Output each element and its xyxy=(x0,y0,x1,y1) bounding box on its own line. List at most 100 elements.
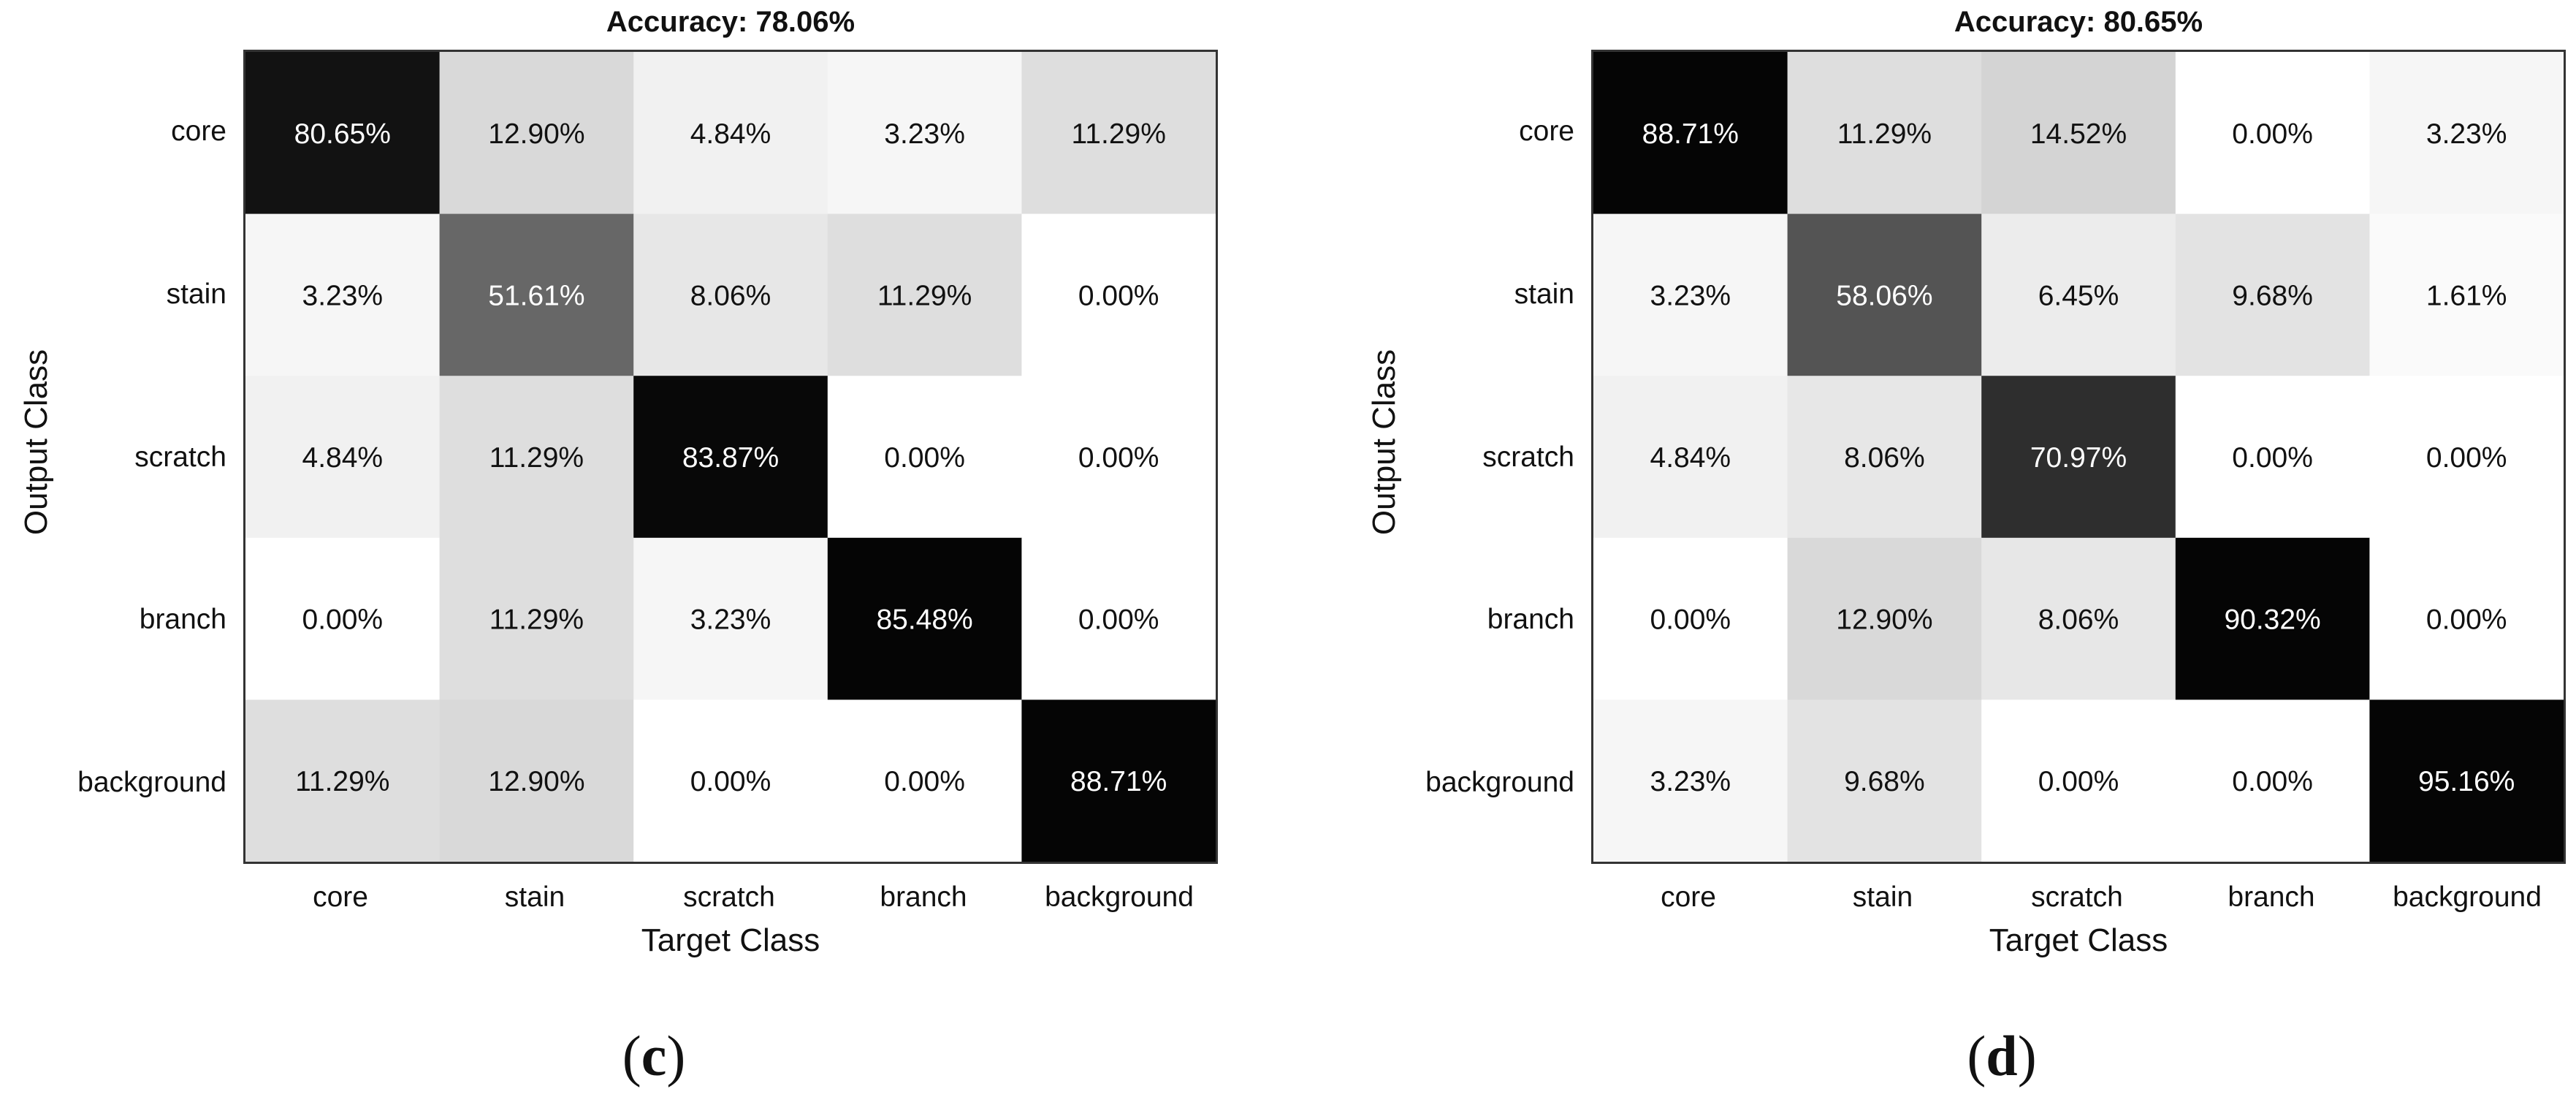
cell-value-label: 3.23% xyxy=(1650,280,1731,311)
cell-value-label: 90.32% xyxy=(2224,604,2320,636)
heatmap-cell xyxy=(1021,52,1216,215)
heatmap-cell xyxy=(1981,537,2176,700)
heatmap-cell xyxy=(439,699,634,862)
cell-value-label: 0.00% xyxy=(302,604,384,636)
cell-value-label: 80.65% xyxy=(294,118,391,150)
cell-value-label: 88.71% xyxy=(1642,118,1739,150)
heatmap-cell xyxy=(439,376,634,539)
column-label: core xyxy=(313,881,368,913)
cell-value-label: 4.84% xyxy=(1650,442,1731,474)
cell-value-label: 11.29% xyxy=(877,280,972,311)
heatmap-cell xyxy=(1787,213,1982,376)
heatmap-cell xyxy=(827,699,1022,862)
row-label: scratch xyxy=(1482,441,1574,473)
heatmap-cell xyxy=(2175,537,2370,700)
row-label: branch xyxy=(139,604,226,635)
cell-value-label: 83.87% xyxy=(682,442,779,474)
column-label: background xyxy=(2393,881,2542,913)
cell-value-label: 3.23% xyxy=(2426,118,2507,150)
row-label: scratch xyxy=(134,441,226,473)
cell-value-label: 11.29% xyxy=(295,766,389,797)
heatmap-cell xyxy=(245,537,441,700)
column-label: core xyxy=(1661,881,1716,913)
heatmap-cell xyxy=(1981,376,2176,539)
column-label: background xyxy=(1045,881,1194,913)
cell-value-label: 0.00% xyxy=(884,442,965,474)
heatmap-cell xyxy=(827,213,1022,376)
heatmap-cell xyxy=(439,213,634,376)
heatmap-cell xyxy=(2369,52,2564,215)
heatmap-cell xyxy=(827,52,1022,215)
cell-value-label: 8.06% xyxy=(2038,604,2119,636)
cell-value-label: 3.23% xyxy=(302,280,384,311)
heatmap-cell xyxy=(245,376,441,539)
cell-value-label: 4.84% xyxy=(302,442,384,474)
cell-value-label: 3.23% xyxy=(690,604,771,636)
cell-value-label: 85.48% xyxy=(876,604,972,636)
heatmap-cell xyxy=(633,537,828,700)
heatmap-cell xyxy=(2369,699,2564,862)
heatmap-cell xyxy=(245,52,441,215)
cell-value-label: 0.00% xyxy=(690,766,771,797)
heatmap-svg: 88.71% 11.29% 14.52% 0.00% 3.23% 3.23% 58.06% 6… xyxy=(1593,52,2564,862)
heatmap-grid: 80.65% 12.90% 4.84% 3.23% 11.29% 3.23% 51.61% 8… xyxy=(243,50,1218,864)
cell-value-label: 3.23% xyxy=(1650,766,1731,797)
cell-value-label: 11.29% xyxy=(489,442,584,474)
heatmap-cell xyxy=(1021,699,1216,862)
cell-value-label: 11.29% xyxy=(1837,118,1932,150)
cell-value-label: 9.68% xyxy=(1844,766,1925,797)
heatmap-cell xyxy=(1787,699,1982,862)
cell-value-label: 1.61% xyxy=(2426,280,2507,311)
heatmap-cell xyxy=(1593,52,1788,215)
cell-value-label: 3.23% xyxy=(884,118,965,150)
cell-value-label: 0.00% xyxy=(2232,118,2313,150)
panel-label: (c) xyxy=(622,1024,686,1088)
heatmap-cell xyxy=(1593,213,1788,376)
panel-label: (d) xyxy=(1967,1024,2037,1088)
cell-value-label: 12.90% xyxy=(488,118,584,150)
heatmap-cell xyxy=(2369,537,2564,700)
heatmap-cell xyxy=(2175,213,2370,376)
row-label: background xyxy=(1425,767,1574,798)
heatmap-cell xyxy=(633,376,828,539)
chart-title: Accuracy: 78.06% xyxy=(606,6,856,38)
cell-value-label: 0.00% xyxy=(2232,766,2313,797)
heatmap-cell xyxy=(2175,699,2370,862)
heatmap-cell xyxy=(1021,376,1216,539)
cell-value-label: 11.29% xyxy=(1072,118,1166,150)
chart-title: Accuracy: 80.65% xyxy=(1954,6,2203,38)
panel-letter: d xyxy=(1986,1024,2018,1088)
panel-letter: c xyxy=(641,1024,667,1088)
row-label: core xyxy=(171,115,226,147)
cell-value-label: 58.06% xyxy=(1836,280,1932,311)
cell-value-label: 12.90% xyxy=(1836,604,1932,636)
cell-value-label: 6.45% xyxy=(2038,280,2119,311)
column-label: branch xyxy=(2228,881,2315,913)
row-label: core xyxy=(1519,115,1574,147)
cell-value-label: 95.16% xyxy=(2418,766,2515,797)
cell-value-label: 51.61% xyxy=(488,280,584,311)
heatmap-cell xyxy=(1593,537,1788,700)
heatmap-cell xyxy=(2369,376,2564,539)
heatmap-cell xyxy=(633,213,828,376)
heatmap-cell xyxy=(2369,213,2564,376)
heatmap-cell xyxy=(827,537,1022,700)
cell-value-label: 8.06% xyxy=(1844,442,1925,474)
heatmap-cell xyxy=(633,699,828,862)
heatmap-cell xyxy=(439,52,634,215)
cell-value-label: 8.06% xyxy=(690,280,771,311)
cell-value-label: 12.90% xyxy=(488,766,584,797)
x-axis-label: Target Class xyxy=(641,922,820,958)
row-label: stain xyxy=(1514,278,1574,310)
cell-value-label: 0.00% xyxy=(2426,604,2507,636)
confusion-matrix-panel-d: Accuracy: 80.65% Output Class core stain… xyxy=(1348,0,2576,1108)
row-label: branch xyxy=(1487,604,1574,635)
heatmap-cell xyxy=(1981,213,2176,376)
heatmap-cell xyxy=(1593,699,1788,862)
cell-value-label: 0.00% xyxy=(1650,604,1731,636)
heatmap-cell xyxy=(245,213,441,376)
cell-value-label: 4.84% xyxy=(690,118,771,150)
cell-value-label: 9.68% xyxy=(2232,280,2313,311)
cell-value-label: 11.29% xyxy=(489,604,584,636)
heatmap-cell xyxy=(1021,537,1216,700)
